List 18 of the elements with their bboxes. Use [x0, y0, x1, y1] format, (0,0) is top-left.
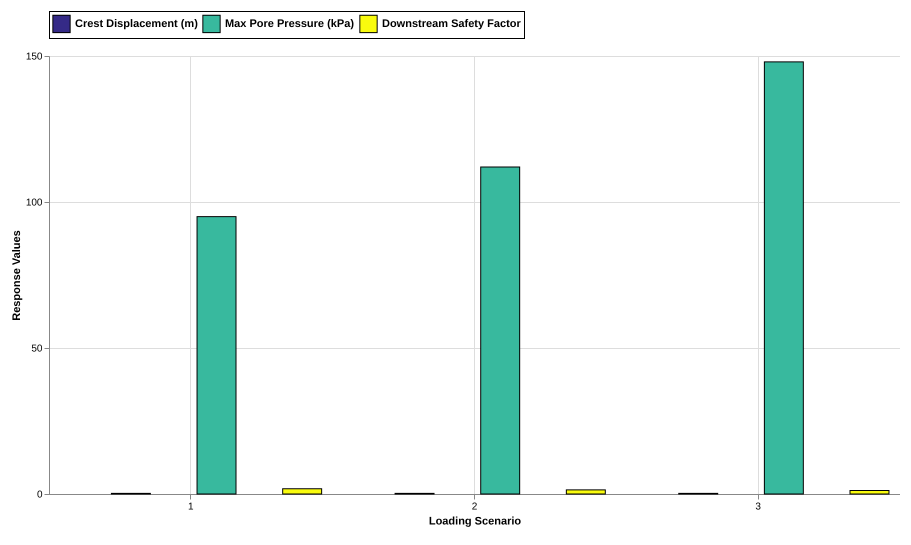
y-tick-label: 100 [26, 198, 43, 208]
y-tick-label: 0 [36, 490, 43, 500]
legend-label: Max Pore Pressure (kPa) [225, 18, 354, 30]
bar [480, 166, 520, 494]
y-axis-title: Response Values [10, 230, 23, 321]
x-axis-title: Loading Scenario [428, 516, 522, 528]
bar [282, 488, 322, 494]
bar [196, 216, 237, 494]
y-tick-label: 150 [26, 52, 43, 62]
legend-label: Crest Displacement (m) [75, 18, 198, 30]
bar [850, 490, 890, 494]
legend-label: Downstream Safety Factor [382, 18, 522, 30]
bar [566, 489, 606, 494]
x-tick-label: 2 [472, 502, 478, 512]
bar [764, 61, 804, 494]
x-tick-label: 1 [188, 502, 194, 512]
y-tick-label: 50 [31, 344, 43, 354]
x-tick-label: 3 [755, 502, 762, 512]
